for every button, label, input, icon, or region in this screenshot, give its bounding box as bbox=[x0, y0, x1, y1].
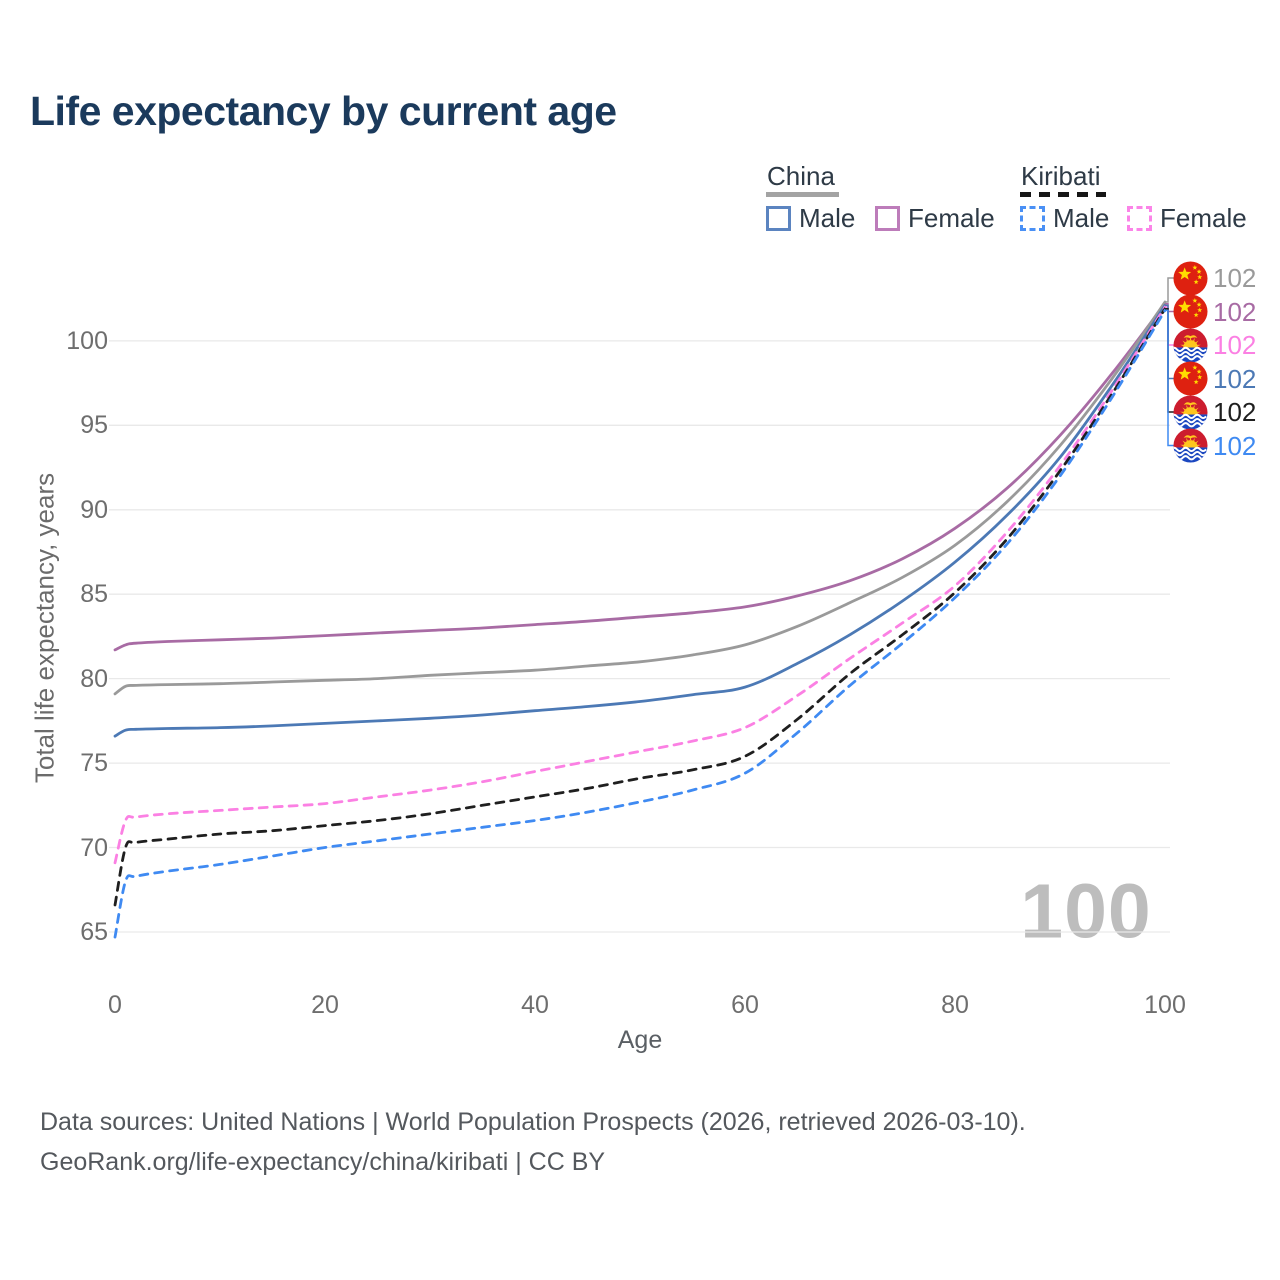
legend-group-kiribati[interactable]: Kiribati bbox=[1021, 161, 1101, 191]
y-tick-label-80: 80 bbox=[80, 664, 108, 693]
legend-item-china-male[interactable]: Male bbox=[799, 203, 856, 233]
x-tick-label-60: 60 bbox=[731, 991, 759, 1019]
legend-china-line-swatch bbox=[766, 192, 839, 197]
y-tick-label-65: 65 bbox=[80, 918, 108, 946]
china-flag-icon bbox=[1173, 260, 1208, 296]
x-tick-label-80: 80 bbox=[941, 991, 969, 1019]
legend-swatch-china-female[interactable] bbox=[875, 206, 900, 231]
series-end-value: 102 bbox=[1213, 296, 1257, 327]
x-tick-label-40: 40 bbox=[521, 991, 549, 1019]
china-flag-icon bbox=[1173, 294, 1208, 329]
kiribati-flag-icon bbox=[1173, 394, 1208, 430]
series-end-value: 102 bbox=[1213, 263, 1257, 293]
kiribati-flag-icon bbox=[1173, 327, 1208, 363]
y-tick-label-100: 100 bbox=[66, 326, 108, 355]
x-tick-label-0: 0 bbox=[108, 991, 122, 1019]
china-flag-icon bbox=[1173, 361, 1208, 396]
legend-swatch-kiribati-male[interactable] bbox=[1020, 206, 1045, 231]
legend-swatch-china-male[interactable] bbox=[766, 206, 791, 231]
y-tick-label-85: 85 bbox=[80, 580, 108, 609]
series-line-kiribati-male[interactable] bbox=[113, 309, 1167, 939]
legend-item-china-female[interactable]: Female bbox=[908, 203, 995, 233]
y-tick-label-90: 90 bbox=[80, 495, 108, 524]
series-line-kiribati-both[interactable] bbox=[113, 307, 1167, 907]
y-tick-label-75: 75 bbox=[80, 749, 108, 778]
end-label-leader-kiribati-male bbox=[1165, 309, 1175, 447]
hover-age-watermark: 100 bbox=[1020, 868, 1152, 955]
series-line-china-both[interactable] bbox=[113, 300, 1167, 696]
series-line-china-female[interactable] bbox=[113, 302, 1167, 652]
series-line-china-male[interactable] bbox=[113, 304, 1167, 738]
legend-group-china[interactable]: China bbox=[767, 161, 835, 191]
page-title: Life expectancy by current age bbox=[30, 88, 617, 134]
legend-swatch-kiribati-female[interactable] bbox=[1127, 206, 1152, 231]
legend-kiribati-line-swatch bbox=[1020, 192, 1106, 197]
legend-item-kiribati-male[interactable]: Male bbox=[1053, 203, 1110, 233]
y-tick-label-95: 95 bbox=[80, 411, 108, 440]
x-tick-label-100: 100 bbox=[1144, 991, 1186, 1019]
data-source-note: Data sources: United Nations | World Pop… bbox=[40, 1108, 1026, 1136]
x-tick-label-20: 20 bbox=[311, 991, 339, 1019]
series-end-value: 102 bbox=[1213, 397, 1257, 427]
series-end-value: 102 bbox=[1213, 363, 1257, 394]
y-tick-label-70: 70 bbox=[80, 833, 108, 862]
end-label-leader-china-both bbox=[1165, 277, 1175, 303]
series-line-kiribati-female[interactable] bbox=[113, 305, 1167, 865]
x-axis-title: Age bbox=[617, 1026, 663, 1054]
attribution-note: GeoRank.org/life-expectancy/china/kiriba… bbox=[40, 1148, 606, 1176]
series-end-value: 102 bbox=[1213, 430, 1257, 461]
series-end-value: 102 bbox=[1213, 330, 1257, 360]
legend-item-kiribati-female[interactable]: Female bbox=[1160, 203, 1247, 233]
kiribati-flag-icon bbox=[1173, 428, 1208, 463]
